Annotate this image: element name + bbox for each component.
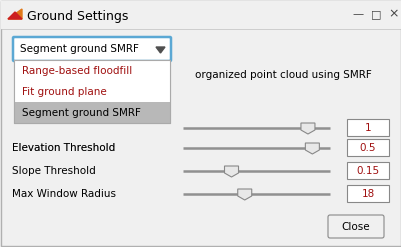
Text: Elevation Threshold: Elevation Threshold	[12, 143, 115, 153]
FancyBboxPatch shape	[14, 60, 170, 123]
Polygon shape	[8, 12, 22, 19]
Text: organized point cloud using SMRF: organized point cloud using SMRF	[194, 70, 371, 80]
Text: Elevation Threshold: Elevation Threshold	[12, 143, 115, 153]
Polygon shape	[300, 123, 314, 134]
Text: 1: 1	[364, 123, 371, 133]
FancyBboxPatch shape	[14, 60, 170, 81]
Text: Segment ground SMRF: Segment ground SMRF	[20, 44, 138, 54]
Text: 18: 18	[360, 189, 374, 199]
FancyBboxPatch shape	[327, 215, 383, 238]
FancyBboxPatch shape	[14, 81, 170, 102]
Text: Slope Threshold: Slope Threshold	[12, 166, 95, 176]
FancyBboxPatch shape	[14, 102, 170, 123]
FancyBboxPatch shape	[346, 120, 388, 137]
Text: Fit ground plane: Fit ground plane	[22, 86, 107, 97]
Polygon shape	[224, 166, 238, 177]
Text: Max Window Radius: Max Window Radius	[12, 189, 116, 199]
Text: Range-based floodfill: Range-based floodfill	[22, 65, 132, 76]
Text: Segment ground SMRF: Segment ground SMRF	[22, 107, 140, 118]
FancyBboxPatch shape	[346, 163, 388, 180]
Polygon shape	[8, 9, 22, 19]
FancyBboxPatch shape	[346, 185, 388, 203]
FancyBboxPatch shape	[1, 1, 400, 29]
Text: —: —	[352, 9, 363, 19]
FancyBboxPatch shape	[346, 140, 388, 157]
Text: Close: Close	[341, 222, 369, 231]
Polygon shape	[156, 47, 164, 53]
Text: Ground Settings: Ground Settings	[27, 9, 128, 22]
Text: ×: ×	[388, 7, 398, 21]
Polygon shape	[305, 143, 318, 154]
Text: □: □	[370, 9, 380, 19]
Polygon shape	[237, 189, 251, 200]
Text: 0.5: 0.5	[359, 143, 375, 153]
FancyBboxPatch shape	[13, 37, 170, 61]
Text: 0.15: 0.15	[356, 166, 379, 176]
